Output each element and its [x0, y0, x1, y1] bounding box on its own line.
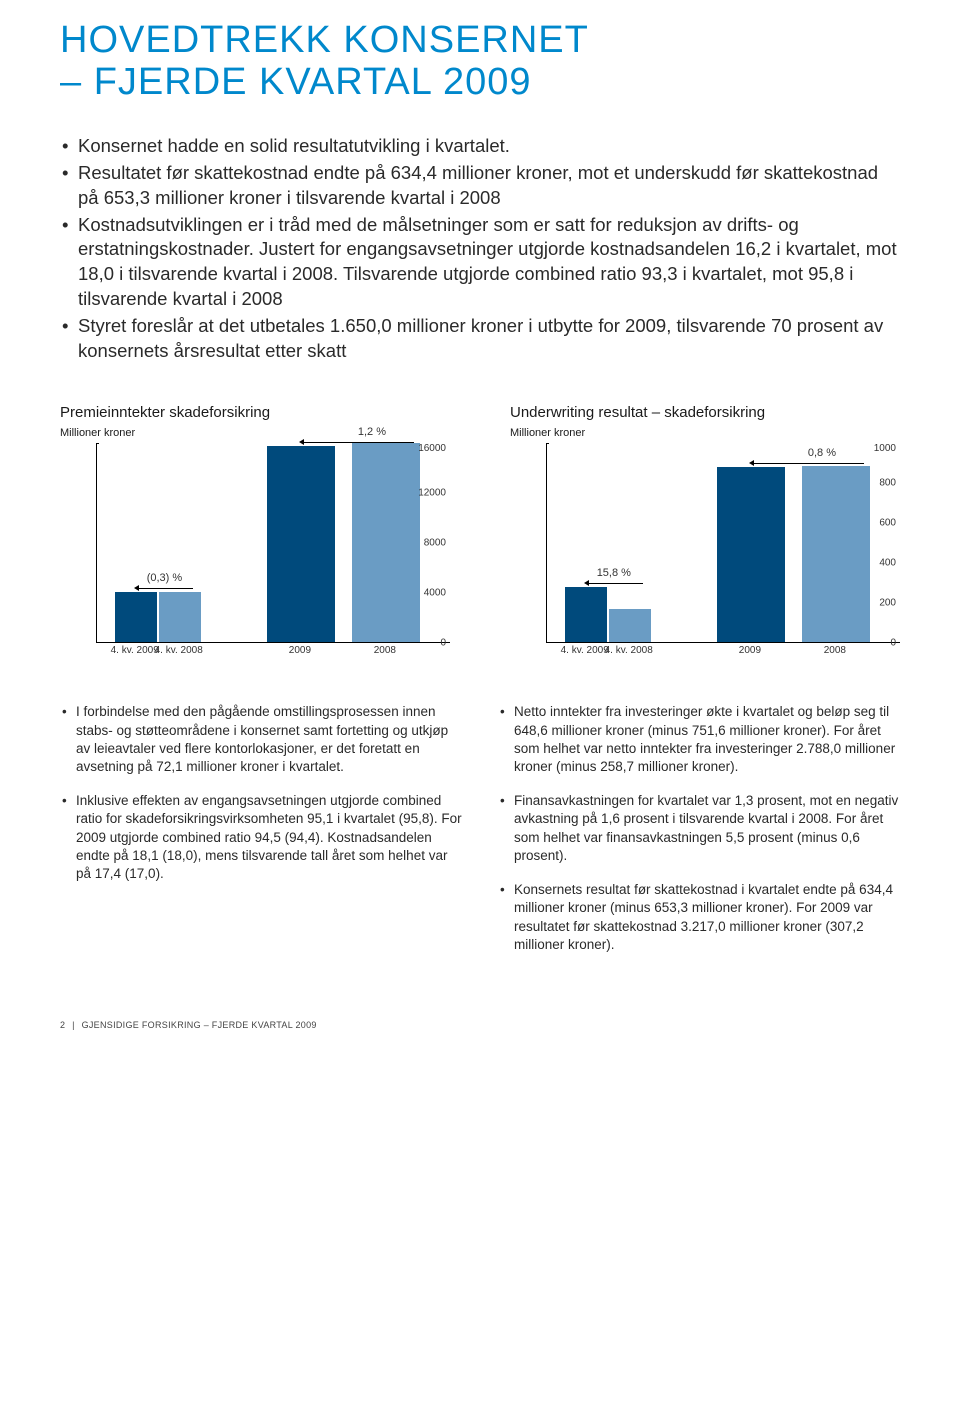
page-footer: 2 | GJENSIDIGE FORSIKRING – FJERDE KVART… [60, 1020, 900, 1030]
x-axis-label: 4. kv. 2008 [155, 645, 203, 656]
chart-subtitle: Millioner kroner [60, 427, 450, 439]
body-bullet: Inklusive effekten av engangsavsetningen… [60, 792, 462, 883]
main-bullets: Konsernet hadde en solid resultatutvikli… [60, 134, 900, 365]
bar [115, 592, 157, 642]
y-tick-label: 1000 [874, 443, 896, 454]
body-bullet: I forbindelse med den pågående omstillin… [60, 703, 462, 776]
chart-underwriting: Underwriting resultat – skadeforsikring … [510, 404, 900, 663]
body-col-left: I forbindelse med den pågående omstillin… [60, 703, 462, 970]
chart-annotation: 0,8 % [808, 447, 836, 459]
bar [717, 467, 785, 642]
title-line-1: HOVEDTREKK KONSERNET [60, 19, 589, 61]
x-axis-label: 4. kv. 2009 [111, 645, 159, 656]
y-tick-label: 0 [440, 638, 446, 649]
y-tick-label: 16000 [418, 443, 446, 454]
body-bullet: Finansavkastningen for kvartalet var 1,3… [498, 792, 900, 865]
y-tick-label: 12000 [418, 488, 446, 499]
page-title: HOVEDTREKK KONSERNET – FJERDE KVARTAL 20… [60, 20, 900, 104]
chart-plot: (0,3) %1,2 % 4. kv. 20094. kv. 2008 2009 2… [60, 443, 450, 663]
chart-plot: 15,8 % 0,8 % 4. kv. 20094. kv. 2008 2009 20… [510, 443, 900, 663]
bar [565, 587, 607, 642]
body-columns: I forbindelse med den pågående omstillin… [60, 703, 900, 970]
bullet-item: Konsernet hadde en solid resultatutvikli… [60, 134, 900, 159]
bar [352, 443, 420, 642]
chart-premie: Premieinntekter skadeforsikring Millione… [60, 404, 450, 663]
y-tick-label: 400 [879, 558, 896, 569]
y-tick-label: 200 [879, 598, 896, 609]
body-col-right: Netto inntekter fra investeringer økte i… [498, 703, 900, 970]
bar [159, 592, 201, 642]
plot-area: 15,8 % 0,8 % [546, 443, 900, 643]
bullet-item: Kostnadsutviklingen er i tråd med de mål… [60, 213, 900, 313]
x-labels: 4. kv. 20094. kv. 2008 2009 2008 [546, 645, 900, 663]
footer-page-number: 2 [60, 1020, 65, 1030]
y-tick-label: 4000 [424, 588, 446, 599]
body-bullet: Netto inntekter fra investeringer økte i… [498, 703, 900, 776]
chart-annotation: (0,3) % [147, 572, 182, 584]
footer-text: GJENSIDIGE FORSIKRING – FJERDE KVARTAL 2… [82, 1020, 317, 1030]
y-tick-label: 0 [890, 638, 896, 649]
x-axis-label: 4. kv. 2008 [605, 645, 653, 656]
plot-area: (0,3) %1,2 % [96, 443, 450, 643]
footer-sep: | [72, 1020, 75, 1030]
x-axis-label: 2008 [824, 645, 846, 656]
body-bullet: Konsernets resultat før skattekostnad i … [498, 881, 900, 954]
charts-row: Premieinntekter skadeforsikring Millione… [60, 404, 900, 663]
bullet-item: Resultatet før skattekostnad endte på 63… [60, 161, 900, 211]
y-tick-label: 600 [879, 518, 896, 529]
bullet-item: Styret foreslår at det utbetales 1.650,0… [60, 314, 900, 364]
x-axis-label: 2009 [739, 645, 761, 656]
chart-annotation: 15,8 % [597, 567, 631, 579]
chart-title: Premieinntekter skadeforsikring [60, 404, 450, 421]
chart-annotation: 1,2 % [358, 426, 386, 438]
x-axis-label: 2008 [374, 645, 396, 656]
bar [609, 609, 651, 642]
x-axis-label: 2009 [289, 645, 311, 656]
title-line-2: – FJERDE KVARTAL 2009 [60, 61, 532, 103]
chart-subtitle: Millioner kroner [510, 427, 900, 439]
chart-title: Underwriting resultat – skadeforsikring [510, 404, 900, 421]
bar [802, 466, 870, 643]
y-tick-label: 800 [879, 478, 896, 489]
x-axis-label: 4. kv. 2009 [561, 645, 609, 656]
bar [267, 446, 335, 643]
y-tick-label: 8000 [424, 538, 446, 549]
x-labels: 4. kv. 20094. kv. 2008 2009 2008 [96, 645, 450, 663]
